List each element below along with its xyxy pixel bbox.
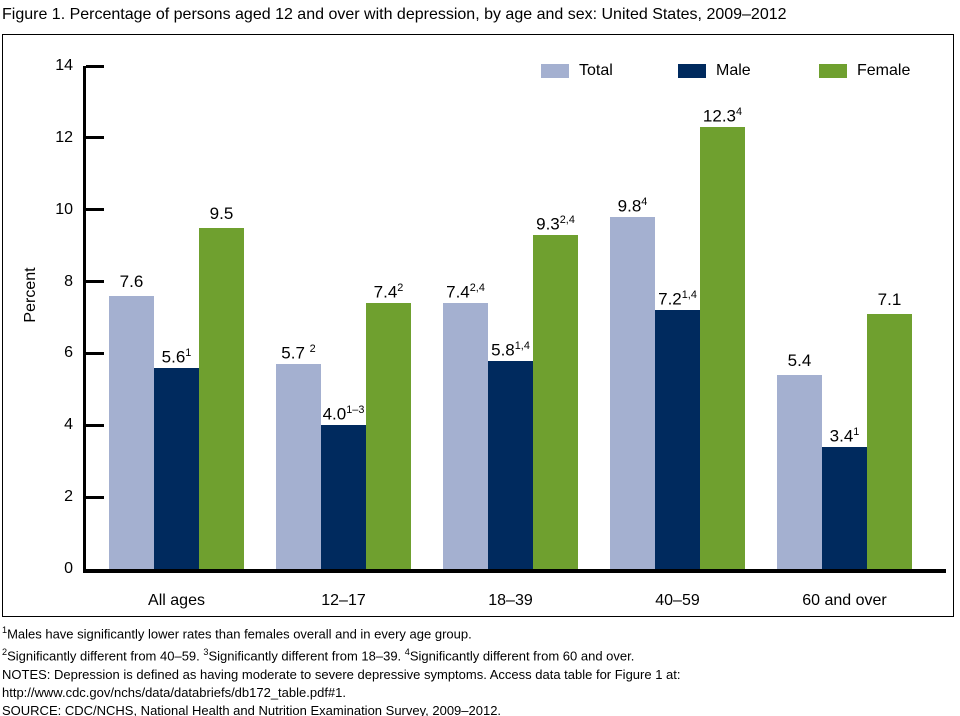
male-bar [655, 310, 700, 569]
superscript-marker: 2,4 [559, 214, 575, 226]
y-tick-label: 4 [64, 416, 73, 434]
superscript-marker: 4 [736, 106, 743, 118]
superscript-marker: 1–3 [346, 404, 365, 416]
y-tick-mark [86, 351, 104, 355]
bar-value-label: 7.21,4 [658, 289, 697, 309]
bar-value-label: 9.84 [617, 196, 648, 216]
y-tick-mark [86, 208, 104, 212]
superscript-marker: 1,4 [514, 340, 530, 352]
bar-value-label: 5.4 [787, 351, 812, 370]
superscript-marker: 4 [404, 647, 410, 658]
total-bar [109, 296, 154, 569]
superscript-marker: 1,4 [681, 289, 697, 301]
legend-label: Female [857, 62, 911, 79]
male-legend-swatch [678, 64, 706, 78]
x-tick-label: All ages [148, 592, 205, 609]
bar-value-label: 7.42 [373, 282, 404, 302]
y-tick-mark [86, 64, 104, 68]
superscript-marker: 1 [853, 426, 860, 438]
superscript-marker: 4 [641, 196, 648, 208]
total-bar [443, 303, 488, 569]
y-tick-mark [86, 423, 104, 427]
total-bar [276, 364, 321, 569]
bar-value-label: 3.41 [829, 426, 860, 446]
y-axis-line [83, 66, 86, 573]
male-bar [822, 447, 867, 569]
y-tick-label: 6 [64, 344, 73, 362]
legend-item-total: Total [541, 61, 613, 81]
total-legend-swatch [541, 64, 569, 78]
x-tick-label: 12–17 [321, 592, 366, 609]
y-tick-label: 10 [55, 200, 73, 218]
superscript-marker: 1 [185, 347, 192, 359]
footnotes: 1Males have significantly lower rates th… [2, 621, 681, 716]
footnote-line: NOTES: Depression is defined as having m… [2, 666, 681, 682]
total-bar [777, 375, 822, 569]
bar-value-label: 5.61 [161, 347, 192, 367]
bar-value-label: 5.81,4 [491, 340, 530, 360]
bar-value-label: 7.1 [877, 290, 902, 309]
chart-frame: Percent 0 2 4 6 8 10 12 14 7.6 5.7 2 7.42,4 9.84 5.… [2, 34, 954, 617]
y-tick-mark [86, 280, 104, 284]
bar-value-label: 4.01–3 [322, 404, 365, 424]
bar-value-label: 12.34 [702, 106, 743, 126]
female-legend-swatch [819, 64, 847, 78]
male-bar [488, 361, 533, 569]
bar-value-label: 9.5 [209, 204, 234, 223]
superscript-marker: 3 [203, 647, 209, 658]
superscript-marker: 2,4 [469, 282, 485, 294]
x-tick-label: 60 and over [802, 592, 887, 609]
bar-value-label: 5.7 2 [281, 343, 316, 363]
female-bar [199, 228, 244, 569]
x-tick-label: 40–59 [655, 592, 700, 609]
footnote-line: 2Significantly different from 40–59. 3Si… [2, 647, 635, 664]
x-axis-line [83, 569, 946, 573]
bar-value-label: 7.6 [119, 272, 144, 291]
female-bar [700, 127, 745, 569]
y-tick-label: 12 [55, 128, 73, 146]
y-tick-label: 2 [64, 488, 73, 506]
superscript-marker: 2 [309, 343, 316, 355]
bar-value-label: 9.32,4 [536, 214, 575, 234]
superscript-marker: 1 [2, 625, 8, 635]
male-bar [154, 368, 199, 569]
y-tick-mark [86, 136, 104, 140]
y-tick-mark [86, 495, 104, 499]
figure-title: Figure 1. Percentage of persons aged 12 … [2, 6, 787, 23]
footnote-line: http://www.cdc.gov/nchs/data/databriefs/… [2, 684, 347, 700]
female-bar [867, 314, 912, 569]
female-bar [366, 303, 411, 569]
x-tick-label: 18–39 [488, 592, 533, 609]
y-tick-label: 0 [64, 560, 73, 577]
legend-label: Male [716, 62, 751, 79]
y-tick-label: 14 [55, 57, 73, 74]
male-bar [321, 425, 366, 569]
superscript-marker: 2 [2, 647, 8, 658]
legend-item-male: Male [678, 61, 751, 81]
legend-item-female: Female [819, 61, 910, 81]
superscript-marker: 2 [397, 282, 404, 294]
footnote-line: 1Males have significantly lower rates th… [2, 625, 472, 642]
female-bar [533, 235, 578, 569]
y-tick-label: 8 [64, 272, 73, 290]
legend-label: Total [579, 62, 613, 79]
total-bar [610, 217, 655, 569]
bar-value-label: 7.42,4 [446, 282, 485, 302]
footnote-line: SOURCE: CDC/NCHS, National Health and Nu… [2, 702, 502, 716]
